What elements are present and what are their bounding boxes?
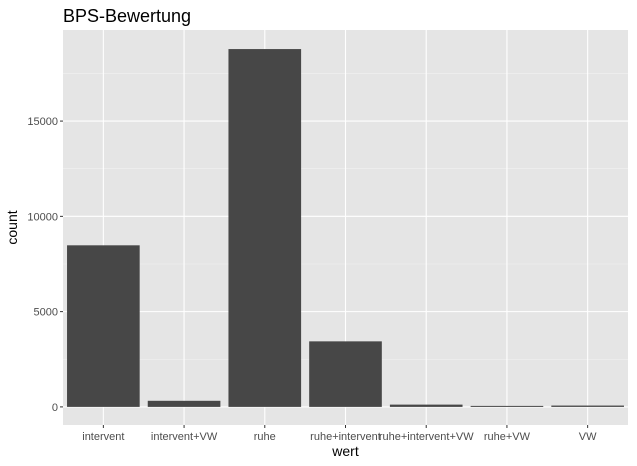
x-tick-label: VW <box>579 431 597 443</box>
y-tick-label: 5000 <box>34 307 58 319</box>
x-axis: intervent intervent+VW ruhe ruhe+interventr… <box>82 425 597 443</box>
bars <box>67 49 624 407</box>
bar <box>309 341 382 407</box>
bar <box>389 404 463 407</box>
y-axis: 0 5000 10000 15000 <box>27 116 63 414</box>
bar <box>470 405 544 407</box>
bar <box>67 245 140 407</box>
x-tick-label: intervent+VW <box>151 431 218 443</box>
x-tick-label: ruhe+intervent <box>310 431 381 443</box>
bar <box>147 400 221 407</box>
x-tick-label: intervent <box>82 431 124 443</box>
y-axis-title: count <box>4 210 20 244</box>
x-tick-label: ruhe+VW <box>484 431 531 443</box>
x-tick-label: ruhe <box>254 431 276 443</box>
x-axis-title: wert <box>331 443 359 459</box>
y-tick-label: 10000 <box>27 211 58 223</box>
y-tick-label: 0 <box>52 402 58 414</box>
bar <box>551 405 624 407</box>
y-tick-label: 15000 <box>27 116 58 128</box>
x-tick-label: ruhe+intervent+VW <box>379 431 474 443</box>
bar <box>228 49 302 407</box>
chart-title: BPS-Bewertung <box>63 6 191 26</box>
